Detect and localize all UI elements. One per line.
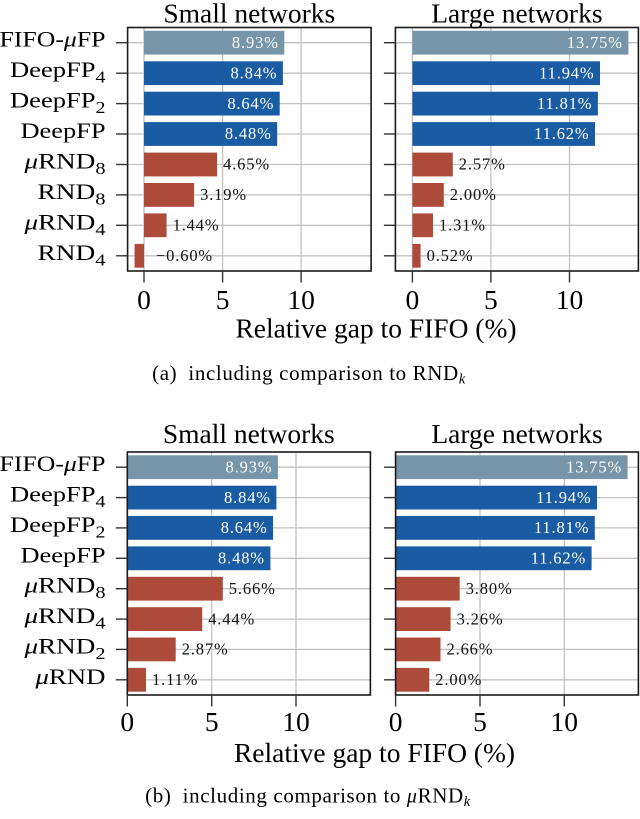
svg-text:1.31%: 1.31% xyxy=(439,216,486,235)
svg-text:5.66%: 5.66% xyxy=(229,579,276,598)
svg-text:μRND: μ RND xyxy=(34,664,105,689)
svg-text:11.81%: 11.81% xyxy=(537,94,592,113)
svg-text:8.48%: 8.48% xyxy=(218,549,265,568)
svg-text:(a) including comparison to RN: (a) including comparison to RNDk xyxy=(152,361,466,388)
svg-text:11.94%: 11.94% xyxy=(539,63,594,82)
svg-text:5: 5 xyxy=(216,284,230,315)
svg-text:DeepFP: DeepFP xyxy=(21,118,106,143)
svg-text:8.84%: 8.84% xyxy=(224,488,271,507)
svg-text:1.44%: 1.44% xyxy=(173,216,220,235)
svg-text:(b) including comparison to μR: (b) including comparison to μRNDk xyxy=(145,784,471,811)
svg-text:8.64%: 8.64% xyxy=(221,518,268,537)
svg-text:11.62%: 11.62% xyxy=(531,549,586,568)
svg-text:8.84%: 8.84% xyxy=(231,63,278,82)
svg-text:2.00%: 2.00% xyxy=(435,670,482,689)
svg-text:8.64%: 8.64% xyxy=(227,94,274,113)
svg-text:0: 0 xyxy=(406,284,420,315)
svg-text:0: 0 xyxy=(120,706,134,737)
svg-text:Relative gap to FIFO (%): Relative gap to FIFO (%) xyxy=(234,737,515,768)
svg-text:13.75%: 13.75% xyxy=(566,457,622,476)
svg-text:2.57%: 2.57% xyxy=(459,155,506,174)
svg-text:0.52%: 0.52% xyxy=(427,246,474,265)
svg-text:2.66%: 2.66% xyxy=(447,640,494,659)
svg-text:3.19%: 3.19% xyxy=(200,185,247,204)
svg-text:Small networks: Small networks xyxy=(163,418,335,449)
svg-text:11.94%: 11.94% xyxy=(536,488,591,507)
svg-text:8.93%: 8.93% xyxy=(226,457,273,476)
svg-text:2.00%: 2.00% xyxy=(450,185,497,204)
svg-text:DeepFP: DeepFP xyxy=(21,542,106,567)
svg-text:5: 5 xyxy=(484,284,498,315)
svg-text:−0.60%: −0.60% xyxy=(156,246,213,265)
svg-text:Small networks: Small networks xyxy=(163,0,335,29)
svg-text:Large networks: Large networks xyxy=(431,418,602,449)
svg-text:Large networks: Large networks xyxy=(431,0,602,29)
svg-text:0: 0 xyxy=(389,706,403,737)
svg-text:2.87%: 2.87% xyxy=(182,640,229,659)
svg-text:11.81%: 11.81% xyxy=(534,518,589,537)
svg-text:0: 0 xyxy=(137,284,151,315)
svg-text:8.93%: 8.93% xyxy=(232,33,279,52)
svg-text:4.44%: 4.44% xyxy=(208,609,255,628)
svg-text:10: 10 xyxy=(556,284,584,315)
svg-text:8.48%: 8.48% xyxy=(225,124,272,143)
svg-text:10: 10 xyxy=(287,284,315,315)
svg-text:10: 10 xyxy=(282,706,310,737)
svg-text:FIFO-μFP: FIFO-μFP xyxy=(0,451,106,476)
svg-text:Relative gap to FIFO (%): Relative gap to FIFO (%) xyxy=(235,313,516,344)
svg-text:5: 5 xyxy=(205,706,219,737)
svg-text:1.11%: 1.11% xyxy=(152,670,198,689)
svg-text:FIFO-μFP: FIFO-μFP xyxy=(0,27,106,52)
svg-text:13.75%: 13.75% xyxy=(567,33,623,52)
svg-text:4.65%: 4.65% xyxy=(223,155,270,174)
svg-text:10: 10 xyxy=(551,706,579,737)
svg-text:5: 5 xyxy=(473,706,487,737)
svg-text:11.62%: 11.62% xyxy=(534,124,589,143)
svg-text:3.80%: 3.80% xyxy=(466,579,513,598)
svg-text:3.26%: 3.26% xyxy=(457,609,504,628)
